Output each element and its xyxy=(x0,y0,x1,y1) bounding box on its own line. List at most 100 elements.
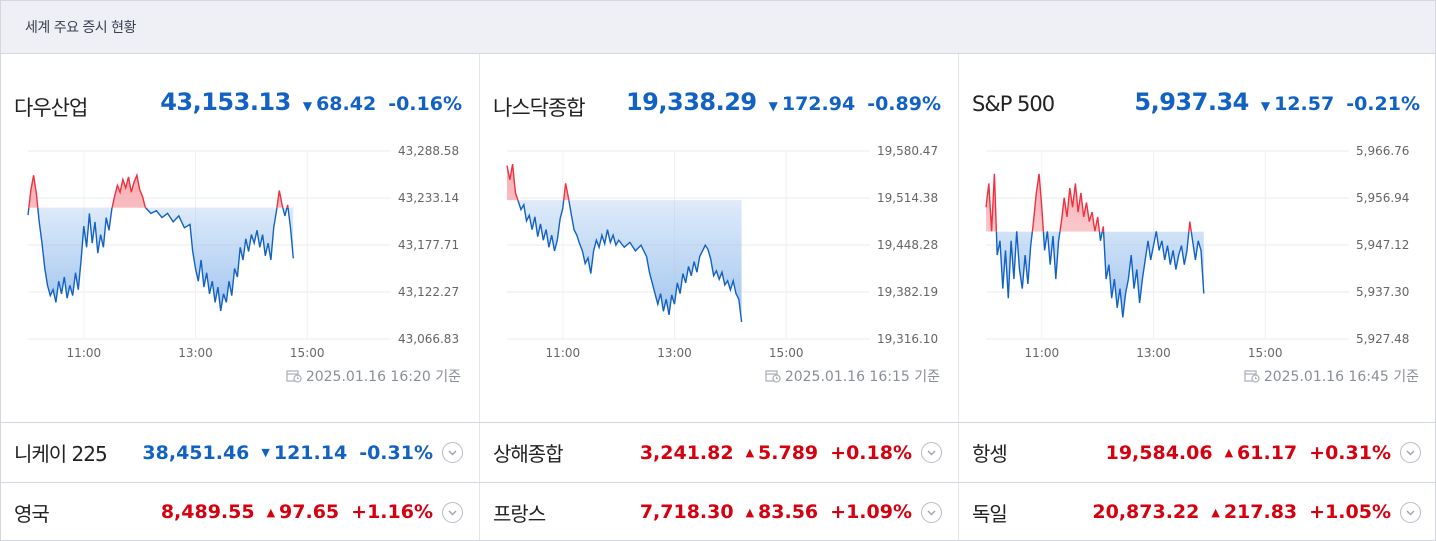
expand-button[interactable] xyxy=(921,502,942,523)
y-tick-label: 43,122.27 xyxy=(398,285,459,299)
index-card-sp500[interactable]: S&P 500 5,937.34 ▼ 12.57 -0.21% 5,966.76 5,956… xyxy=(959,54,1436,422)
index-price: 3,241.82 xyxy=(639,441,734,464)
y-tick-label: 43,177.71 xyxy=(398,238,459,252)
series-line-down xyxy=(27,207,294,312)
index-quote: 38,451.46 ▼ 121.14 -0.31% xyxy=(142,423,433,482)
index-name: S&P 500 xyxy=(972,92,1055,116)
refresh-clock-icon xyxy=(1244,370,1260,383)
index-name: 영국 xyxy=(14,501,50,526)
x-tick-label: 15:00 xyxy=(290,346,325,360)
triangle-up-icon: ▲ xyxy=(266,505,276,519)
index-row-item[interactable]: 상해종합 3,241.82 ▲ 5.789 +0.18% xyxy=(480,423,959,482)
index-change: ▲ 217.83 xyxy=(1211,501,1297,523)
expand-button[interactable] xyxy=(921,442,942,463)
index-change: ▲ 97.65 xyxy=(267,501,340,523)
index-price: 8,489.55 xyxy=(160,501,255,523)
index-name: 독일 xyxy=(972,501,1008,526)
index-rate: -0.16% xyxy=(388,93,462,115)
index-row-item[interactable]: 영국 8,489.55 ▲ 97.65 +1.16% xyxy=(1,483,480,541)
intraday-chart: 43,288.58 43,233.14 43,177.71 43,122.27 43,0… xyxy=(27,144,459,360)
index-quote: 7,718.30 ▲ 83.56 +1.09% xyxy=(640,483,912,541)
chevron-down-icon xyxy=(1406,450,1415,455)
index-quote: 3,241.82 ▲ 5.789 +0.18% xyxy=(640,423,912,482)
y-tick-label: 19,580.47 xyxy=(877,144,938,158)
index-name: 니케이 225 xyxy=(14,442,108,466)
index-change-value: 5.789 xyxy=(758,441,819,464)
index-quote: 5,937.34 ▼ 12.57 -0.21% xyxy=(1134,88,1420,116)
index-rate: -0.21% xyxy=(1346,93,1420,115)
index-quote: 19,584.06 ▲ 61.17 +0.31% xyxy=(1106,423,1391,482)
area-below-baseline xyxy=(996,231,1204,318)
triangle-up-icon: ▲ xyxy=(745,446,755,459)
series-line-down xyxy=(517,200,743,323)
area-above-baseline xyxy=(507,164,742,201)
intraday-chart: 5,966.76 5,956.94 5,947.12 5,937.30 5,927.48… xyxy=(985,144,1409,360)
chevron-down-icon xyxy=(448,450,457,455)
index-change-value: 172.94 xyxy=(781,93,856,115)
index-name: 상해종합 xyxy=(493,442,564,466)
index-change-value: 83.56 xyxy=(758,501,819,523)
y-tick-label: 19,448.28 xyxy=(877,238,938,252)
index-price: 43,153.13 xyxy=(160,88,291,116)
expand-button[interactable] xyxy=(1400,502,1421,523)
intraday-chart: 19,580.47 19,514.38 19,448.28 19,382.19 19,3… xyxy=(506,144,938,360)
y-tick-label: 5,937.30 xyxy=(1356,285,1409,299)
index-row-item[interactable]: 항셍 19,584.06 ▲ 61.17 +0.31% xyxy=(959,423,1436,482)
triangle-up-icon: ▲ xyxy=(1211,505,1220,519)
index-price: 19,338.29 xyxy=(625,88,757,116)
index-card-dow[interactable]: 다우산업 43,153.13 ▼ 68.42 -0.16% 43,288.58 43,233… xyxy=(1,54,480,422)
chevron-down-icon xyxy=(448,510,457,515)
y-tick-label: 5,927.48 xyxy=(1356,332,1409,346)
index-rate: +0.18% xyxy=(830,441,912,464)
index-quote: 43,153.13 ▼ 68.42 -0.16% xyxy=(160,88,462,116)
index-change-value: 217.83 xyxy=(1223,501,1298,523)
index-row-item[interactable]: 프랑스 7,718.30 ▲ 83.56 +1.09% xyxy=(480,483,959,541)
triangle-down-icon: ▼ xyxy=(261,446,270,459)
index-name: 나스닥종합 xyxy=(493,96,586,120)
index-change: ▲ 61.17 xyxy=(1225,442,1298,464)
index-change-value: 12.57 xyxy=(1274,93,1335,115)
index-name: 다우산업 xyxy=(14,96,88,120)
series-line-up xyxy=(985,173,1192,232)
update-timestamp: 2025.01.16 16:20 기준 xyxy=(286,366,461,386)
y-tick-label: 43,288.58 xyxy=(398,144,459,158)
x-tick-label: 15:00 xyxy=(1248,346,1283,360)
index-quote: 20,873.22 ▲ 217.83 +1.05% xyxy=(1092,483,1391,541)
x-tick-label: 11:00 xyxy=(1025,346,1060,360)
index-row-item[interactable]: 독일 20,873.22 ▲ 217.83 +1.05% xyxy=(959,483,1436,541)
timestamp-text: 2025.01.16 16:15 기준 xyxy=(784,369,940,385)
triangle-down-icon: ▼ xyxy=(302,99,313,113)
timestamp-text: 2025.01.16 16:20 기준 xyxy=(305,369,461,385)
y-tick-label: 19,382.19 xyxy=(877,285,938,299)
index-change-value: 121.14 xyxy=(273,441,348,464)
triangle-up-icon: ▲ xyxy=(1224,446,1234,459)
index-quote: 8,489.55 ▲ 97.65 +1.16% xyxy=(161,483,433,541)
x-tick-label: 11:00 xyxy=(67,346,102,360)
timestamp-text: 2025.01.16 16:45 기준 xyxy=(1263,369,1419,385)
y-tick-label: 5,947.12 xyxy=(1356,238,1409,252)
refresh-clock-icon xyxy=(286,370,302,383)
index-row-item[interactable]: 니케이 225 38,451.46 ▼ 121.14 -0.31% xyxy=(1,423,480,482)
update-timestamp: 2025.01.16 16:15 기준 xyxy=(765,366,940,386)
chevron-down-icon xyxy=(1406,510,1415,515)
y-tick-label: 19,514.38 xyxy=(877,191,938,205)
chevron-down-icon xyxy=(927,450,936,455)
y-tick-label: 5,956.94 xyxy=(1356,191,1409,205)
index-change: ▼ 121.14 xyxy=(261,442,347,464)
index-change-value: 97.65 xyxy=(279,501,340,523)
triangle-down-icon: ▼ xyxy=(768,99,778,113)
expand-button[interactable] xyxy=(442,502,463,523)
expand-button[interactable] xyxy=(1400,442,1421,463)
index-rate: +0.31% xyxy=(1309,441,1391,464)
index-rate: +1.16% xyxy=(351,501,433,523)
index-change: ▼ 172.94 xyxy=(769,93,856,115)
x-tick-label: 13:00 xyxy=(1136,346,1171,360)
y-tick-label: 19,316.10 xyxy=(877,332,938,346)
index-name: 프랑스 xyxy=(493,501,546,526)
index-rate: +1.05% xyxy=(1309,501,1391,523)
index-change: ▲ 5.789 xyxy=(746,442,819,464)
index-row: 영국 8,489.55 ▲ 97.65 +1.16% 프랑스 7,718.30 ▲ 83.56 +… xyxy=(1,482,1436,541)
series-line-down xyxy=(995,231,1205,318)
expand-button[interactable] xyxy=(442,442,463,463)
index-card-nasdaq[interactable]: 나스닥종합 19,338.29 ▼ 172.94 -0.89% 19,580.47 19,5… xyxy=(480,54,959,422)
